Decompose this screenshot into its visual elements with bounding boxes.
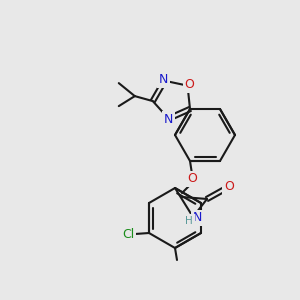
Text: Cl: Cl	[122, 229, 134, 242]
Text: N: N	[192, 212, 202, 224]
Text: N: N	[164, 113, 173, 126]
Text: O: O	[224, 181, 234, 194]
Text: O: O	[184, 78, 194, 91]
Text: H: H	[185, 216, 193, 226]
Text: O: O	[187, 172, 197, 185]
Text: N: N	[159, 73, 168, 86]
